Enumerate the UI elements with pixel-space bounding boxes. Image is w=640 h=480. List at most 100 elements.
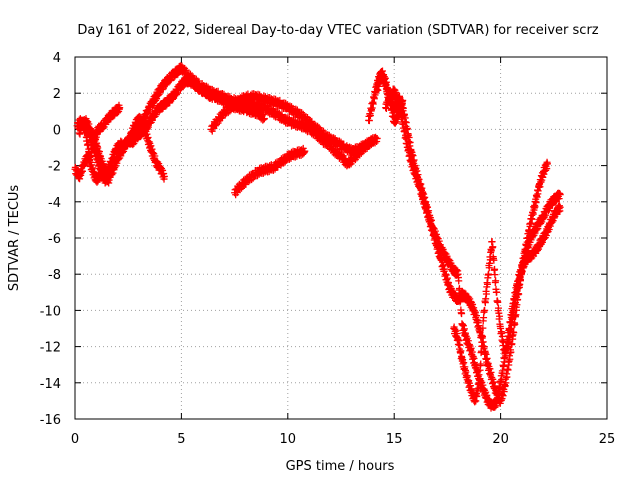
data-point [487, 368, 495, 376]
data-point [89, 128, 97, 136]
data-point [418, 184, 426, 192]
data-point [511, 320, 519, 328]
data-point [148, 145, 156, 153]
y-tick-label: -12 [40, 341, 61, 356]
data-point [529, 210, 537, 218]
data-point [473, 392, 481, 400]
data-point [467, 344, 475, 352]
data-point [383, 84, 391, 92]
data-point [490, 256, 498, 264]
data-point [373, 134, 381, 142]
data-point [550, 214, 558, 222]
data-point [413, 167, 421, 175]
data-point [492, 277, 500, 285]
data-point [396, 108, 404, 116]
y-tick-label: -6 [48, 232, 61, 247]
data-point [540, 170, 548, 178]
data-point [507, 325, 515, 333]
data-point [556, 191, 564, 199]
data-point [465, 341, 473, 349]
data-point [388, 105, 396, 113]
data-point [528, 215, 536, 223]
data-point [493, 288, 501, 296]
data-point [151, 152, 159, 160]
data-point [427, 216, 435, 224]
data-point [89, 164, 97, 172]
data-point [435, 237, 443, 245]
data-point [457, 347, 465, 355]
ticks: 0 5 10 15 20 25 -16 -14 -12 -10 -8 -6 -4 -2 0 2 4 [40, 51, 616, 447]
data-point [460, 325, 468, 333]
data-point [513, 293, 521, 301]
data-point [415, 176, 423, 184]
data-point [431, 227, 439, 235]
series-track-e [126, 112, 168, 183]
data-point [482, 290, 490, 298]
data-point [483, 354, 491, 362]
data-point [85, 120, 93, 128]
data-point [99, 160, 107, 168]
data-point [520, 259, 528, 267]
x-axis-label: GPS time / hours [286, 459, 395, 474]
data-point [85, 151, 93, 159]
data-point [444, 279, 452, 287]
data-point [410, 156, 418, 164]
data-point [159, 166, 167, 174]
data-point [509, 314, 517, 322]
chart-title: Day 161 of 2022, Sidereal Day-to-day VTE… [77, 23, 598, 38]
data-point [128, 131, 136, 139]
data-point [380, 75, 388, 83]
data-point [499, 392, 507, 400]
data-point [496, 384, 504, 392]
data-point [534, 225, 542, 233]
data-point [127, 134, 135, 142]
data-point [506, 333, 514, 341]
data-point [479, 324, 487, 332]
data-point [140, 120, 148, 128]
data-point [488, 238, 496, 246]
data-point [369, 100, 377, 108]
data-point [210, 124, 218, 132]
data-point [406, 138, 414, 146]
y-tick-label: 2 [53, 87, 61, 102]
data-point [458, 310, 466, 318]
data-point [402, 119, 410, 127]
data-point [368, 106, 376, 114]
data-point [542, 211, 550, 219]
data-point [182, 66, 190, 74]
y-tick-label: -14 [40, 377, 61, 392]
data-point [422, 198, 430, 206]
series-track-f [177, 62, 377, 170]
x-tick-label: 25 [599, 432, 616, 447]
data-point [365, 117, 373, 125]
x-tick-label: 0 [71, 432, 79, 447]
data-point [477, 360, 485, 368]
data-point [500, 388, 508, 396]
data-point [516, 276, 524, 284]
data-point [425, 207, 433, 215]
data-point [500, 362, 508, 370]
data-point [93, 139, 101, 147]
data-point [545, 225, 553, 233]
data-point [366, 112, 374, 120]
data-point [443, 274, 451, 282]
data-point [92, 135, 100, 143]
data-point [455, 285, 463, 293]
data-point [495, 390, 503, 398]
data-point [441, 265, 449, 273]
data-point [461, 329, 469, 337]
data-point [511, 299, 519, 307]
data-point [399, 96, 407, 104]
data-point [468, 348, 476, 356]
data-point [370, 95, 378, 103]
data-point [476, 377, 484, 385]
data-point [145, 138, 153, 146]
x-tick-label: 20 [492, 432, 509, 447]
series-track-g [207, 90, 381, 158]
data-point [379, 72, 387, 80]
y-tick-label: -8 [48, 268, 61, 283]
data-point [400, 111, 408, 119]
data-point [76, 175, 84, 183]
data-point [469, 300, 477, 308]
